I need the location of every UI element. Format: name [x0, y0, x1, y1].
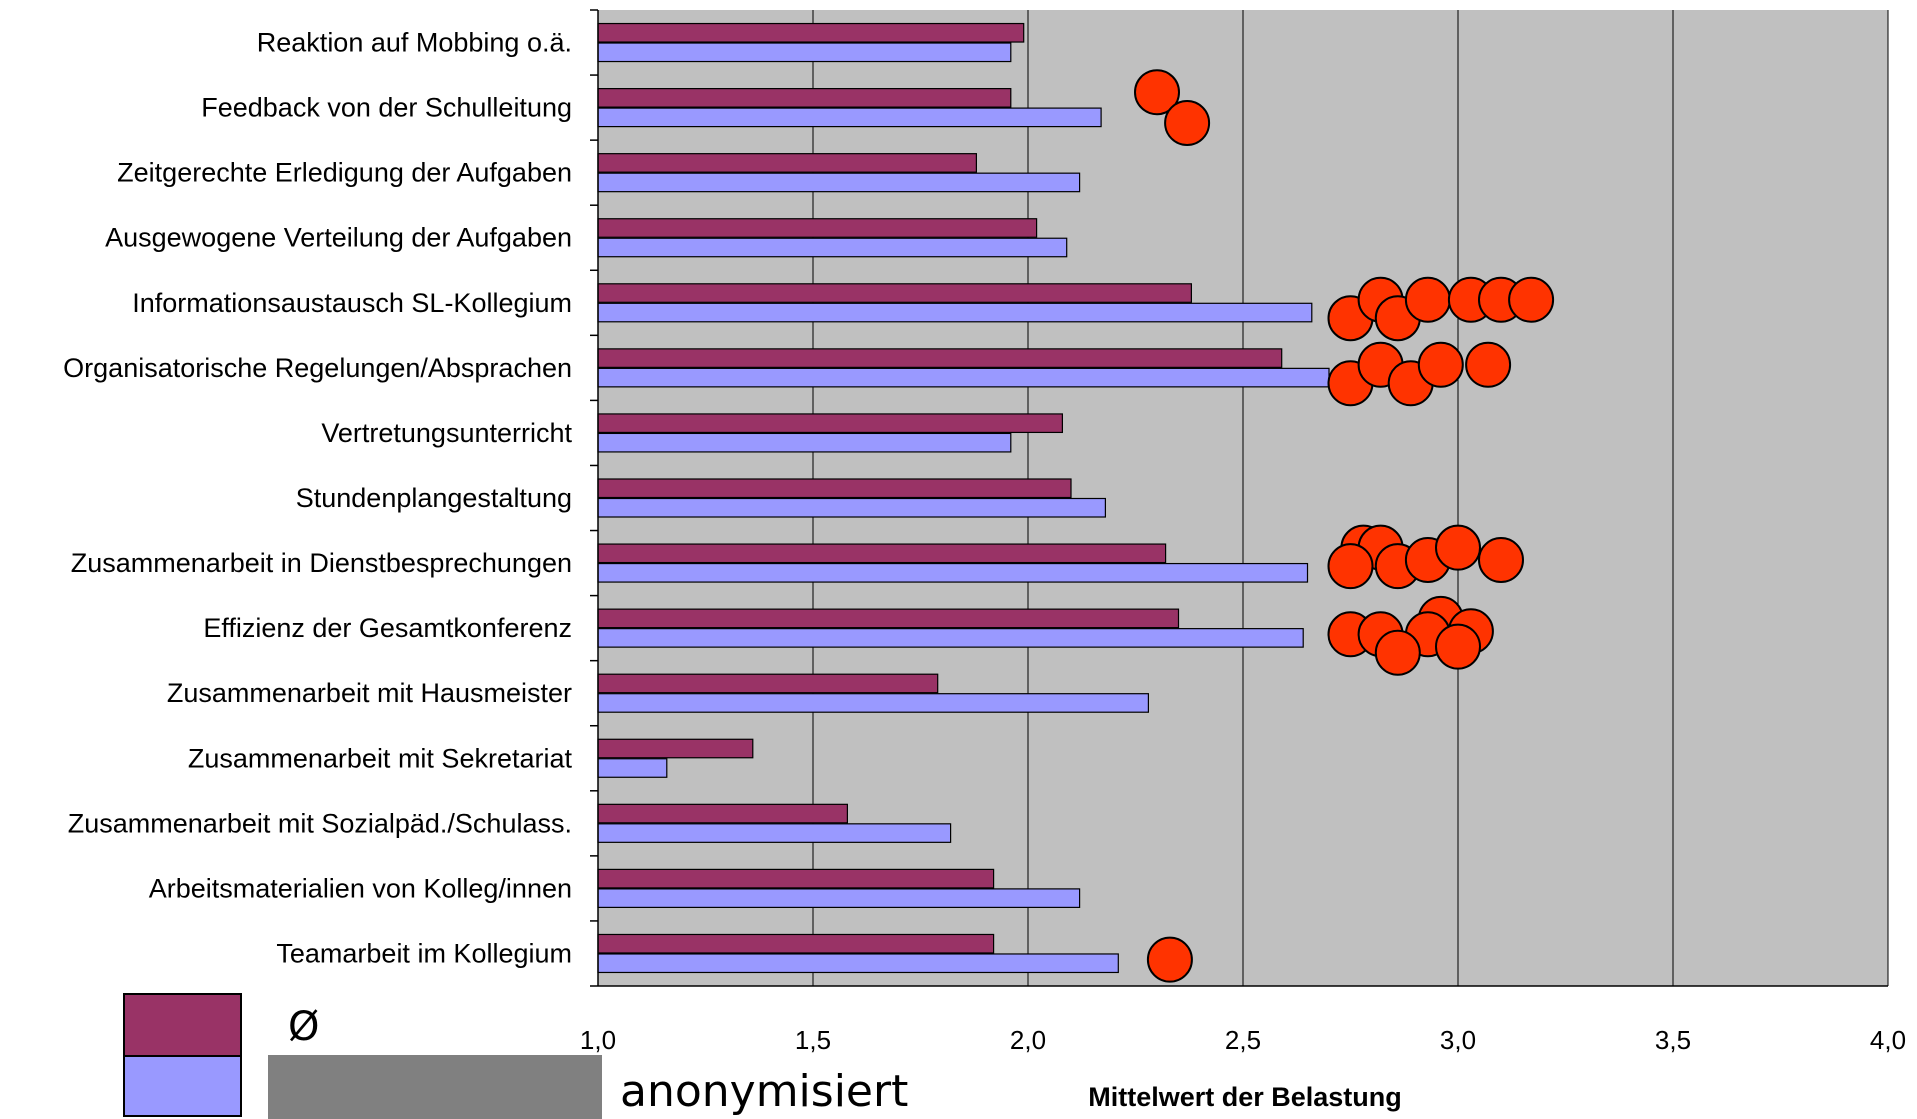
bar-avg — [597, 933, 995, 954]
bar-anon — [597, 42, 1012, 63]
x-tick-label: 1,5 — [795, 1025, 831, 1055]
category-label: Reaktion auf Mobbing o.ä. — [257, 28, 572, 58]
bar-avg — [597, 87, 1012, 108]
bar-avg — [597, 22, 1025, 43]
bar-anon — [597, 367, 1330, 388]
category-label: Zusammenarbeit mit Hausmeister — [167, 678, 572, 708]
category-label: Zusammenarbeit mit Sekretariat — [188, 743, 573, 773]
bar-avg — [597, 478, 1072, 499]
marker-dot — [1327, 543, 1374, 590]
marker-dot — [1508, 276, 1555, 323]
legend-swatch-anon — [123, 1055, 242, 1117]
redaction-box — [268, 1055, 602, 1119]
bar-anon — [597, 562, 1309, 583]
bar-anon — [597, 693, 1150, 713]
x-axis-label: Mittelwert der Belastung — [1088, 1082, 1402, 1112]
marker-dot — [1417, 341, 1464, 388]
marker-dot — [1134, 69, 1180, 116]
marker-dot — [1435, 623, 1481, 670]
bar-anon — [597, 758, 668, 778]
x-tick-label: 2,0 — [1010, 1025, 1046, 1055]
category-label: Effizienz der Gesamtkonferenz — [203, 613, 572, 643]
bar-avg — [597, 153, 977, 173]
x-tick-label: 3,0 — [1440, 1025, 1476, 1055]
bar-anon — [597, 953, 1119, 974]
marker-dot — [1465, 341, 1512, 388]
bar-anon — [597, 628, 1304, 648]
x-tick-label: 4,0 — [1870, 1025, 1906, 1055]
bar-anon — [597, 172, 1081, 193]
y-ticks — [590, 9, 598, 987]
category-label: Feedback von der Schulleitung — [201, 93, 572, 123]
bar-anon — [597, 823, 952, 843]
category-label: Teamarbeit im Kollegium — [276, 938, 572, 968]
bar-avg — [597, 868, 995, 889]
x-tick-label: 1,0 — [580, 1025, 616, 1055]
marker-dot — [1404, 276, 1451, 323]
category-label: Stundenplangestaltung — [296, 483, 572, 513]
legend-label-avg: Ø — [288, 1004, 319, 1050]
legend-label-anon: anonymisiert — [620, 1066, 908, 1117]
x-tick-label: 3,5 — [1655, 1025, 1691, 1055]
category-labels: Reaktion auf Mobbing o.ä. Feedback von de… — [63, 28, 572, 969]
bar-avg — [597, 738, 754, 759]
category-label: Zusammenarbeit in Dienstbesprechungen — [71, 548, 572, 578]
bar-avg — [597, 348, 1283, 368]
legend-swatch-avg — [123, 993, 242, 1057]
bar-anon — [597, 432, 1012, 453]
marker-dot — [1435, 524, 1481, 571]
marker-dot — [1478, 536, 1524, 583]
legend: Ø anonymisiert — [123, 993, 908, 1119]
category-label: Ausgewogene Verteilung der Aufgaben — [105, 223, 572, 253]
category-label: Organisatorische Regelungen/Absprachen — [63, 353, 572, 383]
markers — [1134, 69, 1555, 983]
x-tick-label: 2,5 — [1225, 1025, 1261, 1055]
bar-anon — [597, 497, 1106, 518]
bar-avg — [597, 543, 1167, 564]
category-label: Informationsaustausch SL-Kollegium — [132, 288, 572, 318]
marker-dot — [1146, 936, 1193, 983]
marker-dot — [1374, 629, 1421, 676]
x-tick-labels: 1,0 1,5 2,0 2,5 3,0 3,5 4,0 — [580, 1025, 1906, 1055]
bar-avg — [597, 803, 848, 824]
bar-avg — [597, 283, 1193, 303]
bar-avg — [597, 608, 1180, 629]
bar-avg — [597, 673, 939, 694]
bar-avg — [597, 218, 1038, 238]
category-label: Vertretungsunterricht — [321, 418, 572, 448]
bar-avg — [597, 413, 1063, 434]
bar-anon — [597, 107, 1102, 128]
category-label: Arbeitsmaterialien von Kolleg/innen — [149, 873, 572, 903]
bar-anon — [597, 237, 1068, 258]
bar-anon — [597, 888, 1081, 909]
category-label: Zusammenarbeit mit Sozialpäd./Schulass. — [68, 808, 572, 838]
category-label: Zeitgerechte Erledigung der Aufgaben — [117, 158, 572, 188]
marker-dot — [1164, 100, 1211, 146]
bar-anon — [597, 302, 1313, 323]
